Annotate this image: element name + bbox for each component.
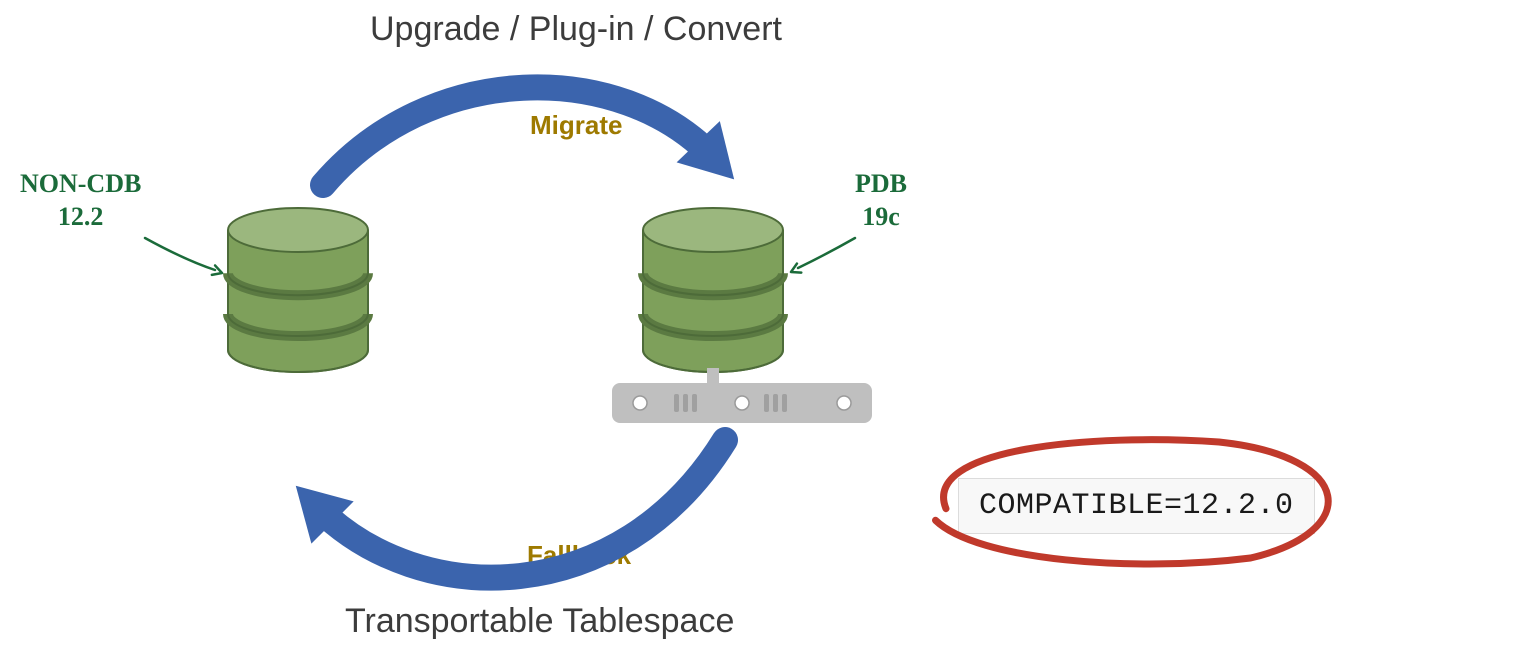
left-db-label: NON-CDB 12.2 — [20, 168, 141, 233]
diagram-stage: Upgrade / Plug-in / Convert Transportabl… — [0, 0, 1536, 668]
left-db-label-line2: 12.2 — [58, 202, 104, 231]
server-rack-icon — [612, 368, 872, 423]
migrate-label: Migrate — [530, 110, 622, 141]
diagram-svg — [0, 0, 1536, 668]
database-icon — [643, 208, 783, 372]
left-db-label-line1: NON-CDB — [20, 169, 141, 198]
database-icon — [228, 208, 368, 372]
right-db-label-line2: 19c — [862, 202, 900, 231]
right-db-label-line1: PDB — [855, 169, 907, 198]
right-db-label: PDB 19c — [855, 168, 907, 233]
compat-box: COMPATIBLE=12.2.0 — [958, 478, 1315, 534]
bottom-title: Transportable Tablespace — [345, 602, 734, 641]
fallback-label: Fallback — [527, 540, 631, 571]
top-title: Upgrade / Plug-in / Convert — [370, 10, 782, 49]
